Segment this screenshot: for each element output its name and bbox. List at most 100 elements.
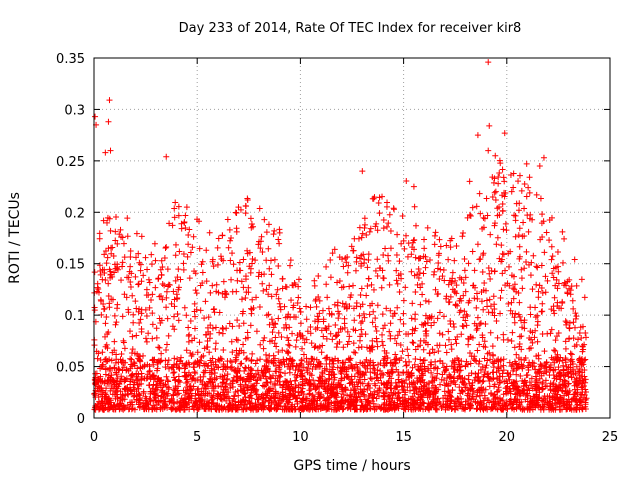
data-point bbox=[271, 380, 278, 387]
data-point bbox=[385, 257, 392, 264]
data-point bbox=[515, 289, 522, 296]
data-point bbox=[164, 266, 171, 273]
data-point bbox=[264, 365, 271, 372]
data-point bbox=[272, 390, 279, 397]
data-point bbox=[499, 207, 506, 214]
data-point bbox=[518, 317, 525, 324]
data-point bbox=[196, 218, 203, 225]
data-point bbox=[554, 248, 561, 255]
data-point bbox=[313, 356, 320, 363]
data-point bbox=[322, 397, 329, 404]
data-point bbox=[192, 370, 199, 377]
data-point bbox=[401, 245, 408, 252]
data-point bbox=[277, 369, 284, 376]
data-point bbox=[201, 360, 208, 367]
data-point bbox=[203, 247, 210, 254]
data-point bbox=[401, 387, 408, 394]
data-point bbox=[352, 267, 359, 274]
data-point bbox=[515, 207, 522, 214]
data-point bbox=[571, 391, 578, 398]
data-point bbox=[372, 223, 379, 230]
data-point bbox=[408, 372, 415, 379]
data-point bbox=[371, 369, 378, 376]
data-point bbox=[366, 311, 373, 318]
data-point bbox=[186, 226, 193, 233]
data-point bbox=[245, 284, 252, 291]
data-point bbox=[218, 383, 225, 390]
data-point bbox=[335, 315, 342, 322]
data-point bbox=[534, 264, 541, 271]
data-point bbox=[395, 272, 402, 279]
data-point bbox=[140, 400, 147, 407]
data-point bbox=[148, 251, 155, 258]
data-point bbox=[361, 221, 368, 228]
data-point bbox=[339, 388, 346, 395]
data-point bbox=[443, 293, 450, 300]
data-point bbox=[445, 336, 452, 343]
data-point bbox=[443, 242, 450, 249]
data-point bbox=[277, 381, 284, 388]
data-point bbox=[384, 369, 391, 376]
data-point bbox=[169, 222, 176, 229]
data-point bbox=[213, 406, 220, 413]
data-point bbox=[437, 243, 444, 250]
data-point bbox=[571, 343, 578, 350]
data-point bbox=[573, 382, 580, 389]
data-point bbox=[326, 375, 333, 382]
data-point bbox=[477, 366, 484, 373]
data-point bbox=[268, 271, 275, 278]
data-point bbox=[248, 221, 255, 228]
data-point bbox=[114, 264, 121, 271]
data-point bbox=[403, 232, 410, 239]
data-point bbox=[434, 342, 441, 349]
data-point bbox=[386, 398, 393, 405]
data-point bbox=[554, 395, 561, 402]
data-point bbox=[286, 369, 293, 376]
data-point bbox=[289, 330, 296, 337]
data-point bbox=[117, 397, 124, 404]
data-point bbox=[535, 379, 542, 386]
data-point bbox=[347, 379, 354, 386]
data-point bbox=[341, 366, 348, 373]
data-point bbox=[216, 329, 223, 336]
data-point bbox=[528, 399, 535, 406]
data-point bbox=[272, 368, 279, 375]
data-point bbox=[334, 340, 341, 347]
data-point bbox=[387, 385, 394, 392]
data-point bbox=[266, 265, 273, 272]
data-point bbox=[142, 254, 149, 261]
data-point bbox=[317, 392, 324, 399]
data-point bbox=[187, 387, 194, 394]
data-point bbox=[538, 285, 545, 292]
data-point bbox=[446, 389, 453, 396]
data-point bbox=[459, 322, 466, 329]
data-point bbox=[541, 249, 548, 256]
data-point bbox=[443, 380, 450, 387]
data-point bbox=[234, 277, 241, 284]
data-point bbox=[534, 318, 541, 325]
data-point bbox=[252, 377, 259, 384]
y-axis-label: ROTI / TECUs bbox=[7, 192, 23, 284]
data-point bbox=[340, 263, 347, 270]
data-point bbox=[155, 344, 162, 351]
data-point bbox=[548, 243, 555, 250]
data-point bbox=[308, 381, 315, 388]
data-point bbox=[473, 290, 480, 297]
data-point bbox=[563, 406, 570, 413]
data-point bbox=[529, 385, 536, 392]
data-point bbox=[138, 310, 145, 317]
data-point bbox=[578, 360, 585, 367]
data-point bbox=[168, 395, 175, 402]
data-point bbox=[204, 343, 211, 350]
data-point bbox=[112, 359, 119, 366]
data-point bbox=[465, 299, 472, 306]
data-point bbox=[552, 348, 559, 355]
data-point bbox=[214, 244, 221, 251]
data-point bbox=[519, 387, 526, 394]
data-point bbox=[516, 172, 523, 179]
data-point bbox=[538, 372, 545, 379]
data-point bbox=[518, 333, 525, 340]
data-point bbox=[558, 371, 565, 378]
data-point bbox=[238, 296, 245, 303]
data-point bbox=[373, 335, 380, 342]
